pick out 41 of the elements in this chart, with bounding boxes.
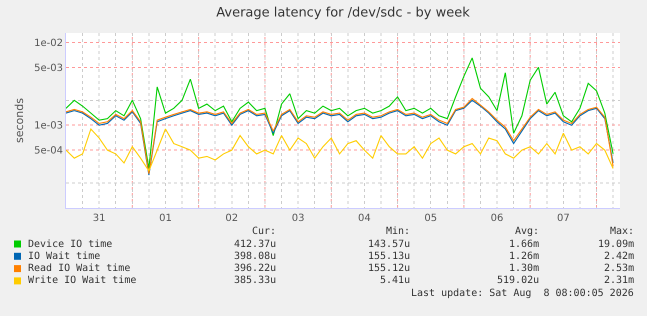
x-tick-label: 02 — [225, 213, 238, 224]
y-tick-label: 1e-02 — [34, 38, 63, 49]
x-tick-label: 07 — [556, 213, 570, 224]
x-tick-label: 01 — [159, 213, 172, 224]
text: Max: — [610, 226, 634, 237]
x-tick-label: 31 — [92, 213, 106, 224]
text: Min: — [386, 226, 410, 237]
chart-title: Average latency for /dev/sdc - by week — [216, 6, 470, 21]
text: 396.22u — [234, 263, 276, 274]
text: 398.08u — [234, 251, 276, 262]
x-tick-label: 06 — [490, 213, 504, 224]
y-tick-label: 5e-03 — [34, 62, 63, 74]
text: 2.42m — [604, 251, 634, 262]
text: 143.57u — [368, 239, 410, 250]
y-tick-label: 1e-03 — [34, 120, 63, 132]
legend-label: Write IO Wait time — [28, 275, 136, 286]
x-tick-label: 04 — [358, 213, 371, 224]
text: Last update: Sat Aug 8 08:00:05 2026 — [411, 288, 634, 299]
text: 5.41u — [380, 275, 410, 286]
text: 385.33u — [234, 275, 276, 286]
legend-label: Device IO time — [28, 239, 112, 250]
legend-label: Read IO Wait time — [28, 263, 130, 274]
y-tick-label: 5e-04 — [34, 146, 63, 157]
line-series — [66, 128, 614, 172]
text: 155.13u — [368, 251, 410, 262]
text: Cur: — [252, 226, 276, 237]
text: 1.30m — [509, 263, 540, 274]
text: 519.02u — [497, 275, 540, 286]
text: 1.66m — [509, 239, 540, 250]
legend-label: IO Wait time — [28, 251, 100, 262]
line-series — [66, 57, 614, 170]
text: 2.53m — [604, 263, 634, 274]
x-tick-label: 03 — [292, 213, 304, 224]
text: 19.09m — [598, 239, 634, 250]
text: Avg: — [515, 226, 540, 237]
text: 2.31m — [604, 275, 634, 286]
x-tick-label: 05 — [424, 213, 438, 224]
text: 412.37u — [234, 239, 276, 250]
text: 1.26m — [509, 251, 540, 262]
y-axis-title: seconds — [12, 98, 26, 143]
text: 155.12u — [368, 263, 410, 274]
